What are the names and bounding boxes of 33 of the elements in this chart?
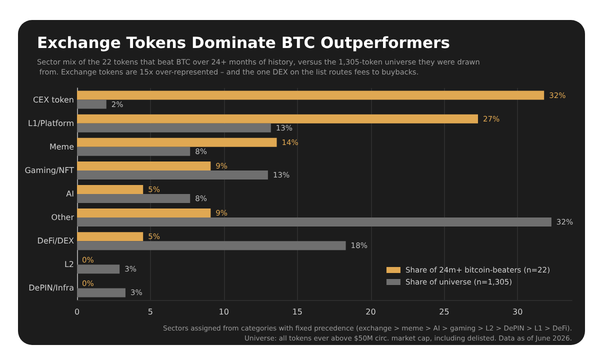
x-tick-label: 25 — [439, 308, 450, 316]
bar — [77, 288, 126, 298]
y-tick-label: L2 — [64, 260, 74, 270]
bar — [77, 138, 277, 147]
y-tick-label: DeFi/DEX — [37, 236, 75, 246]
bar — [77, 161, 211, 170]
bar — [77, 241, 346, 250]
y-tick-label: Gaming/NFT — [24, 166, 74, 175]
y-tick-label: AI — [66, 190, 74, 198]
y-tick-label: DePIN/Infra — [28, 284, 74, 293]
bar — [77, 185, 144, 194]
bar — [77, 232, 144, 242]
y-tick-label: L1/Platform — [28, 118, 74, 128]
x-tick-label: 0 — [74, 308, 80, 316]
bar — [77, 90, 544, 100]
x-tick-label: 5 — [148, 308, 153, 316]
chart-title: Exchange Tokens Dominate BTC Outperformers — [37, 34, 450, 52]
bar — [77, 100, 106, 109]
bar — [77, 123, 271, 132]
bar — [77, 208, 211, 218]
bar — [77, 114, 478, 124]
y-tick-label: Meme — [49, 142, 74, 152]
y-tick-label: CEX token — [32, 95, 74, 104]
y-tick-label: Other — [51, 213, 75, 222]
bar — [77, 170, 268, 180]
x-tick-label: 15 — [292, 308, 302, 316]
x-tick-label: 30 — [512, 308, 523, 316]
bar — [77, 146, 190, 156]
bar — [77, 218, 552, 227]
x-tick-label: 10 — [218, 308, 229, 316]
x-tick-label: 20 — [366, 308, 376, 316]
bar — [77, 264, 120, 274]
bar — [77, 194, 190, 203]
